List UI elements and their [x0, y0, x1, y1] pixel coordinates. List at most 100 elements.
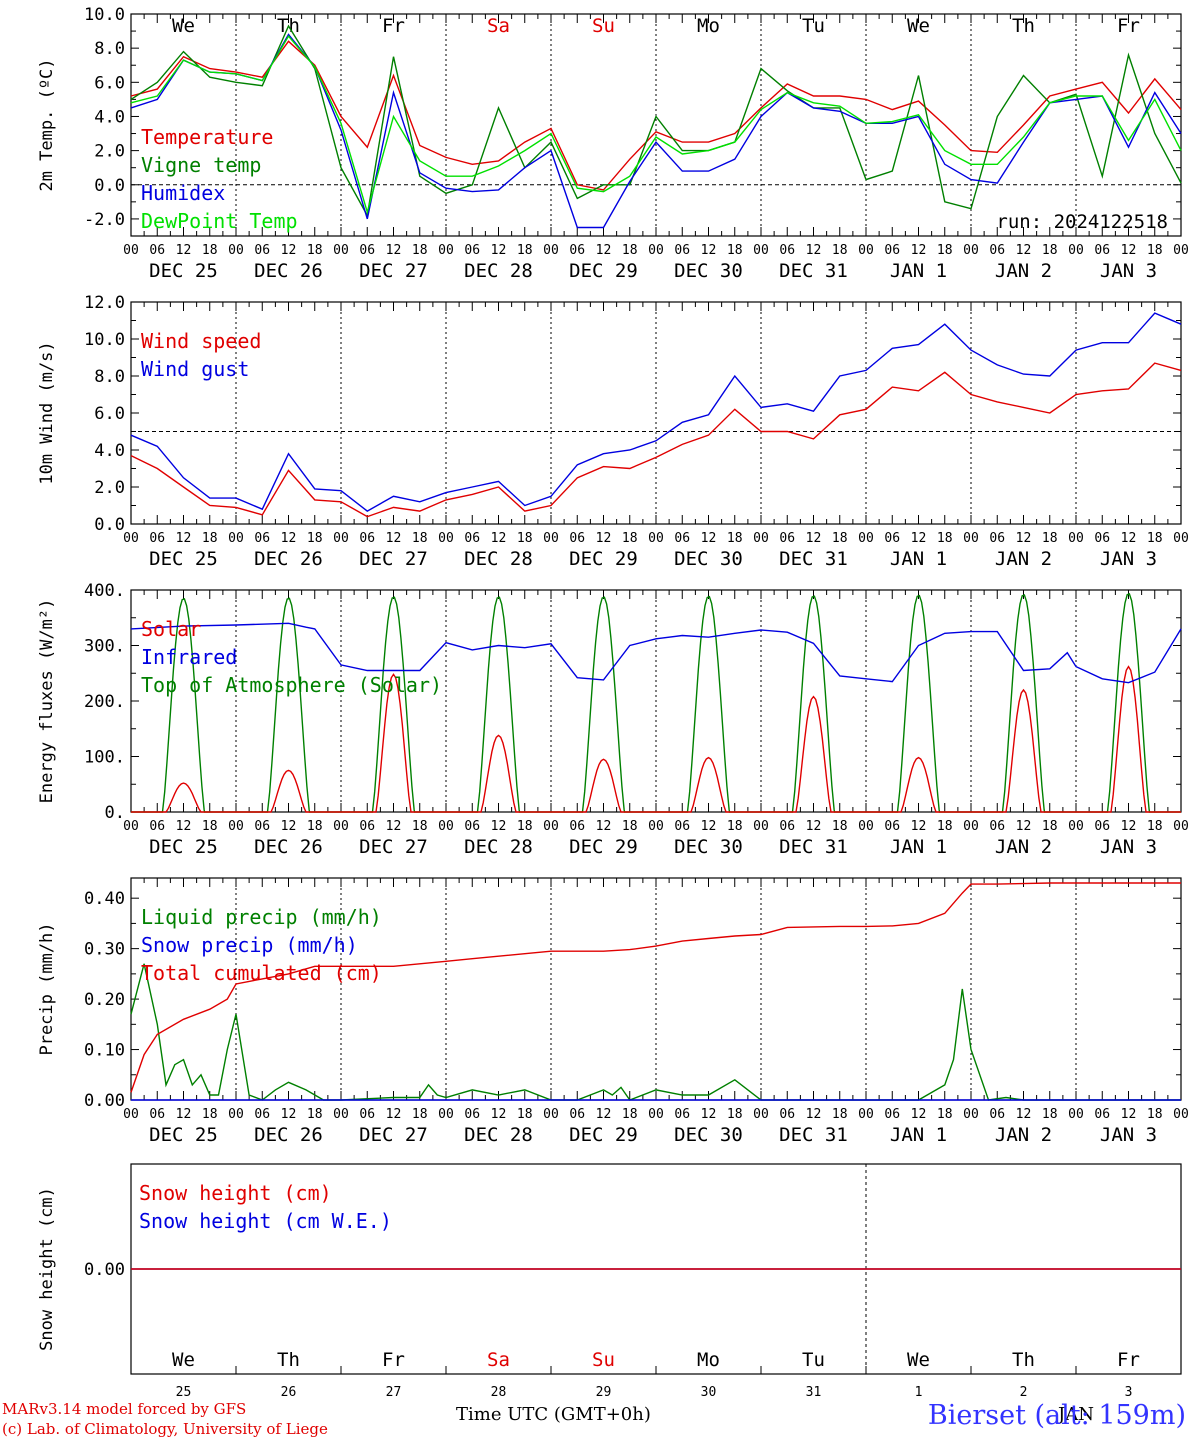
hour-tick-label: 12 [176, 531, 192, 546]
weekday-label: Su [592, 15, 615, 37]
hour-tick-label: 12 [1016, 819, 1032, 834]
hour-tick-label: 06 [884, 819, 900, 834]
credit-line-1: MARv3.14 model forced by GFS [2, 1400, 247, 1418]
hour-tick-label: 00 [648, 243, 664, 258]
hour-tick-label: 00 [1173, 1107, 1189, 1122]
hour-tick-label: 18 [622, 531, 638, 546]
hour-tick-label: 00 [858, 1107, 874, 1122]
legend-temperature: Temperature [141, 125, 273, 149]
hour-tick-label: 12 [491, 531, 507, 546]
weekday-label: Th [1012, 15, 1035, 37]
hour-tick-label: 18 [832, 1107, 848, 1122]
y-tick-label: 0.00 [84, 1260, 125, 1280]
legend-vigne-temp: Vigne temp [141, 153, 261, 177]
hour-tick-label: 00 [228, 819, 244, 834]
date-label: DEC 28 [464, 1124, 533, 1146]
weekday-label: Mo [697, 15, 720, 37]
hour-tick-label: 18 [202, 243, 218, 258]
hour-tick-label: 00 [1173, 819, 1189, 834]
hour-tick-label: 12 [1016, 243, 1032, 258]
y-tick-label: 0.00 [84, 1091, 125, 1111]
hour-tick-label: 18 [307, 531, 323, 546]
hour-tick-label: 12 [911, 531, 927, 546]
date-label: JAN 3 [1100, 836, 1157, 858]
series-wind-speed [130, 362, 1182, 518]
date-label: DEC 26 [254, 1124, 323, 1146]
hour-tick-label: 18 [832, 531, 848, 546]
hour-tick-label: 06 [359, 243, 375, 258]
y-tick-label: 300. [84, 637, 125, 657]
hour-tick-label: 18 [202, 819, 218, 834]
hour-tick-label: 12 [1121, 531, 1137, 546]
hour-tick-label: 12 [911, 243, 927, 258]
y-tick-label: 2.0 [94, 478, 125, 498]
day-number-label: 27 [386, 1385, 402, 1400]
hour-tick-label: 18 [937, 243, 953, 258]
hour-tick-label: 06 [989, 531, 1005, 546]
legend-snow-height-cm-w-e-: Snow height (cm W.E.) [139, 1209, 392, 1233]
y-axis-label: 2m Temp. (ºC) [37, 58, 57, 191]
series-dewpoint-temp [130, 35, 1182, 215]
date-label: DEC 25 [149, 1124, 218, 1146]
hour-tick-label: 06 [254, 1107, 270, 1122]
hour-tick-label: 18 [202, 1107, 218, 1122]
day-number-label: 28 [491, 1385, 507, 1400]
hour-tick-label: 12 [806, 819, 822, 834]
hour-tick-label: 18 [937, 819, 953, 834]
hour-tick-label: 06 [149, 243, 165, 258]
hour-tick-label: 18 [202, 531, 218, 546]
y-tick-label: 6.0 [94, 404, 125, 424]
hour-tick-label: 06 [569, 1107, 585, 1122]
snow-weekday-label: Tu [802, 1349, 825, 1371]
hour-tick-label: 12 [281, 819, 297, 834]
hour-tick-label: 06 [779, 531, 795, 546]
y-tick-label: 12.0 [84, 293, 125, 313]
hour-tick-label: 12 [491, 1107, 507, 1122]
date-label: JAN 1 [890, 548, 947, 570]
series-infrared [130, 622, 1182, 684]
legend-wind-gust: Wind gust [141, 357, 249, 381]
hour-tick-label: 06 [884, 1107, 900, 1122]
hour-tick-label: 00 [1068, 243, 1084, 258]
hour-tick-label: 06 [254, 243, 270, 258]
hour-tick-label: 12 [176, 243, 192, 258]
hour-tick-label: 12 [1121, 819, 1137, 834]
hour-tick-label: 00 [963, 1107, 979, 1122]
hour-tick-label: 00 [1068, 1107, 1084, 1122]
hour-tick-label: 18 [517, 1107, 533, 1122]
hour-tick-label: 12 [281, 531, 297, 546]
hour-tick-label: 18 [1042, 819, 1058, 834]
y-axis-label: Energy fluxes (W/m²) [37, 599, 57, 804]
hour-tick-label: 06 [884, 243, 900, 258]
hour-tick-label: 12 [491, 243, 507, 258]
hour-tick-label: 06 [464, 243, 480, 258]
hour-tick-label: 12 [491, 819, 507, 834]
date-label: JAN 1 [890, 836, 947, 858]
hour-tick-label: 00 [228, 1107, 244, 1122]
hour-tick-label: 18 [1042, 531, 1058, 546]
y-tick-label: 6.0 [94, 73, 125, 93]
snow-weekday-label: Fr [1117, 1349, 1140, 1371]
hour-tick-label: 00 [438, 531, 454, 546]
hour-tick-label: 18 [307, 819, 323, 834]
hour-tick-label: 18 [727, 819, 743, 834]
legend-snow-precip-mm-h-: Snow precip (mm/h) [141, 933, 358, 957]
hour-tick-label: 12 [1016, 1107, 1032, 1122]
hour-tick-label: 12 [596, 819, 612, 834]
hour-tick-label: 12 [806, 243, 822, 258]
y-tick-label: 2.0 [94, 142, 125, 162]
y-axis-label: Snow height (cm) [37, 1187, 57, 1351]
hour-tick-label: 12 [911, 1107, 927, 1122]
hour-tick-label: 18 [937, 1107, 953, 1122]
hour-tick-label: 18 [307, 243, 323, 258]
date-label: DEC 28 [464, 260, 533, 282]
hour-tick-label: 06 [359, 531, 375, 546]
hour-tick-label: 00 [123, 531, 139, 546]
date-label: JAN 2 [995, 260, 1052, 282]
hour-tick-label: 06 [674, 243, 690, 258]
date-label: DEC 29 [569, 1124, 638, 1146]
hour-tick-label: 00 [1068, 819, 1084, 834]
hour-tick-label: 12 [1016, 531, 1032, 546]
hour-tick-label: 06 [569, 243, 585, 258]
